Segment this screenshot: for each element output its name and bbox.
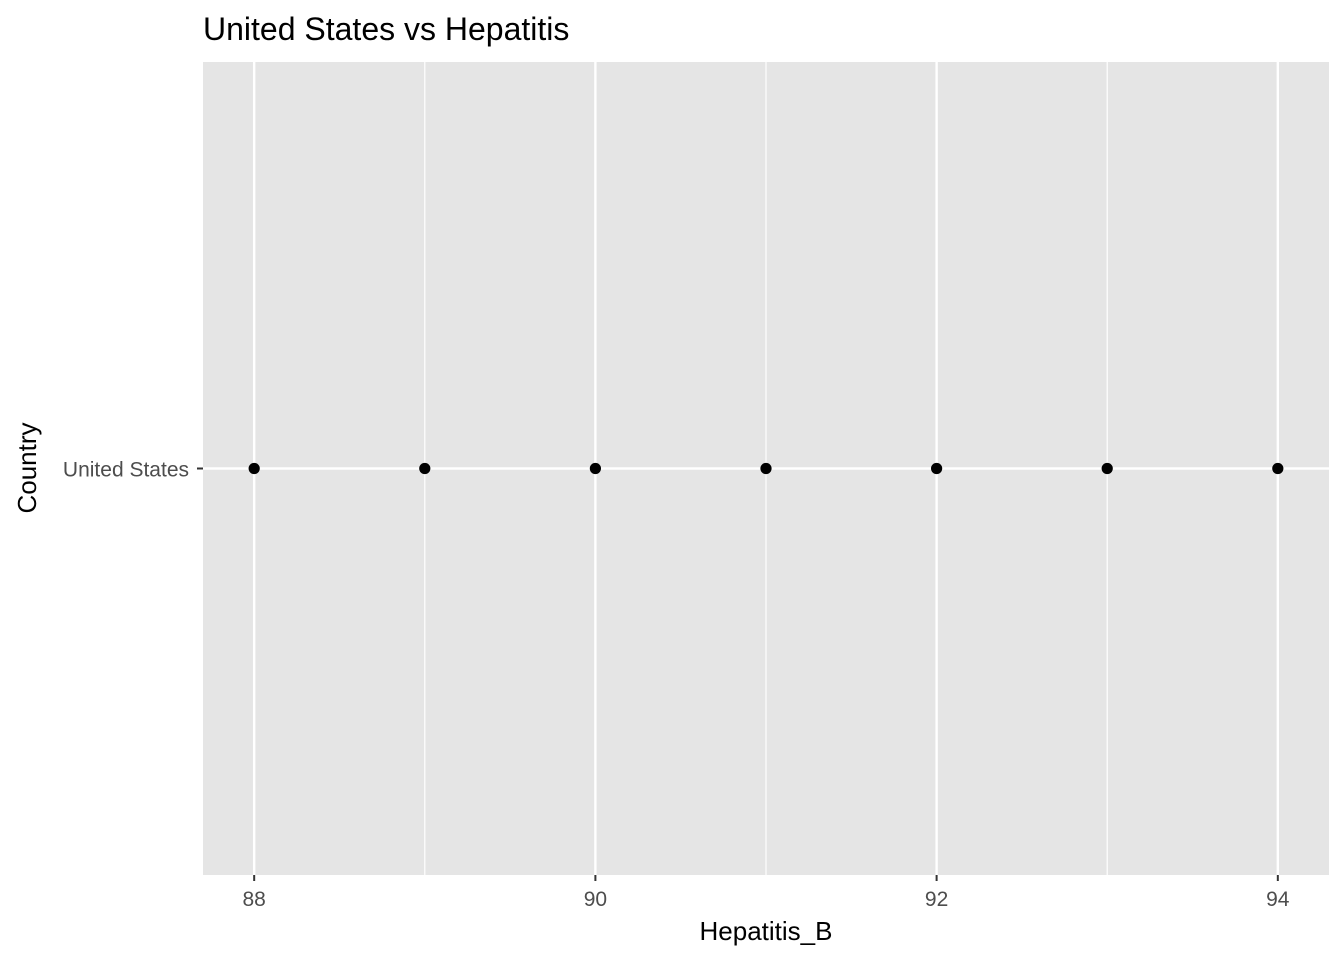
data-point: [1272, 462, 1284, 475]
data-point: [760, 462, 772, 475]
x-tick-label: 90: [584, 888, 607, 911]
data-point: [931, 462, 943, 475]
chart-title: United States vs Hepatitis: [203, 11, 569, 47]
data-points: [248, 462, 1284, 475]
x-axis-title: Hepatitis_B: [700, 916, 833, 946]
data-point: [419, 462, 431, 475]
data-point: [248, 462, 260, 475]
y-axis-ticks: United States: [63, 459, 203, 482]
x-tick-label: 94: [1266, 888, 1290, 911]
y-tick-label: United States: [63, 459, 189, 482]
data-point: [589, 462, 601, 475]
y-axis-title: Country: [12, 422, 42, 513]
data-point: [1101, 462, 1113, 475]
x-tick-label: 88: [243, 888, 266, 911]
x-tick-label: 92: [925, 888, 948, 911]
x-axis-ticks: 88 90 92 94: [243, 875, 1290, 911]
